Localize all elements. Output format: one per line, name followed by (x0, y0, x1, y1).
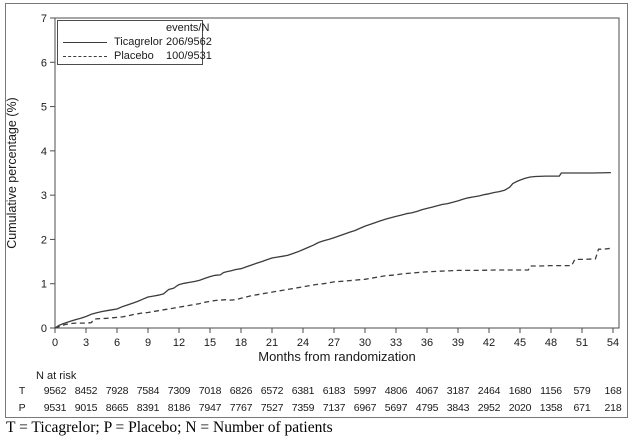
risk-row-label: P (18, 402, 26, 414)
figure-border (5, 3, 628, 418)
legend-label-ticagrelor: Ticagrelor (114, 36, 163, 48)
risk-count: 7018 (198, 385, 222, 397)
risk-row-t: T 9562 8452 7928 7584 7309 7018 6826 6572 6381 618… (0, 385, 631, 398)
footnote: T = Ticagrelor; P = Placebo; N = Number … (6, 419, 333, 436)
risk-count: 6967 (353, 402, 377, 414)
y-tick-label: 6 (41, 57, 47, 69)
x-tick-label: 21 (266, 337, 278, 349)
risk-count: 6826 (229, 385, 253, 397)
x-tick-label: 45 (514, 337, 526, 349)
risk-count: 7947 (198, 402, 222, 414)
x-tick-label: 27 (328, 337, 340, 349)
risk-count: 8452 (74, 385, 98, 397)
risk-count: 579 (573, 385, 591, 397)
axis-ticks (50, 17, 614, 333)
risk-count: 2020 (508, 402, 532, 414)
legend-value-placebo: 100/9531 (166, 50, 212, 62)
x-tick-label: 9 (145, 337, 151, 349)
x-tick-label: 54 (607, 337, 619, 349)
risk-count: 2464 (477, 385, 501, 397)
risk-count: 5697 (384, 402, 408, 414)
ticagrelor-curve (54, 171, 611, 329)
risk-count: 671 (573, 402, 591, 414)
x-tick-label: 42 (483, 337, 495, 349)
risk-count: 9562 (43, 385, 67, 397)
x-tick-label: 39 (452, 337, 464, 349)
y-tick-label: 3 (41, 190, 47, 202)
legend-row-ticagrelor: Ticagrelor 206/9562 (58, 36, 212, 50)
risk-count: 168 (604, 385, 622, 397)
legend-header-row: events/N (58, 22, 209, 36)
risk-count: 7527 (260, 402, 284, 414)
risk-count: 1358 (539, 402, 563, 414)
risk-count: 6381 (291, 385, 315, 397)
x-tick-label: 18 (235, 337, 247, 349)
x-tick-label: 24 (297, 337, 309, 349)
risk-count: 7137 (322, 402, 346, 414)
y-tick-label: 7 (41, 13, 47, 25)
risk-table-title: N at risk (36, 370, 77, 382)
risk-count: 6183 (322, 385, 346, 397)
survival-curves (54, 171, 611, 329)
risk-count: 218 (604, 402, 622, 414)
risk-count: 4806 (384, 385, 408, 397)
risk-count: 7584 (136, 385, 160, 397)
y-tick-label: 0 (41, 323, 47, 335)
risk-count: 7309 (167, 385, 191, 397)
y-axis-title: Cumulative percentage (%) (5, 97, 19, 248)
y-tick-label: 1 (41, 279, 47, 291)
x-tick-label: 33 (390, 337, 402, 349)
x-tick-label: 51 (576, 337, 588, 349)
dashed-line-sample-icon (63, 56, 107, 57)
risk-row-label: T (18, 385, 26, 397)
risk-count: 9015 (74, 402, 98, 414)
risk-count: 4795 (415, 402, 439, 414)
plot-frame (54, 17, 620, 329)
x-tick-label: 6 (114, 337, 120, 349)
risk-count: 1156 (540, 385, 562, 397)
risk-count: 8391 (136, 402, 160, 414)
plot-frame-rect (54, 17, 620, 329)
placebo-curve (54, 247, 611, 329)
risk-count: 8665 (105, 402, 129, 414)
risk-row-p: P 9531 9015 8665 8391 8186 7947 7767 7527 7359 713… (0, 402, 631, 415)
x-axis-title: Months from randomization (258, 349, 416, 364)
x-tick-label: 36 (421, 337, 433, 349)
risk-count: 9531 (43, 402, 67, 414)
solid-line-sample-icon (63, 42, 107, 43)
risk-count: 4067 (415, 385, 439, 397)
y-tick-label: 2 (41, 234, 47, 246)
risk-count: 1680 (508, 385, 532, 397)
legend-value-ticagrelor: 206/9562 (166, 36, 212, 48)
legend-box: events/N Ticagrelor 206/9562 Placebo 100… (57, 20, 212, 65)
risk-count: 2952 (477, 402, 501, 414)
risk-count: 7359 (291, 402, 315, 414)
legend-header-events-n: events/N (166, 22, 210, 34)
x-tick-label: 30 (359, 337, 371, 349)
y-tick-label: 5 (41, 102, 47, 114)
risk-count: 8186 (167, 402, 191, 414)
risk-count: 7928 (105, 385, 129, 397)
risk-count: 6572 (260, 385, 284, 397)
x-tick-label: 3 (83, 337, 89, 349)
legend-label-placebo: Placebo (114, 50, 154, 62)
y-tick-label: 4 (41, 146, 47, 158)
risk-count: 5997 (353, 385, 377, 397)
x-tick-label: 48 (545, 337, 557, 349)
x-tick-label: 0 (52, 337, 58, 349)
x-tick-label: 12 (173, 337, 185, 349)
risk-count: 3843 (446, 402, 470, 414)
risk-count: 7767 (229, 402, 253, 414)
risk-count: 3187 (446, 385, 470, 397)
x-tick-label: 15 (204, 337, 216, 349)
legend-row-placebo: Placebo 100/9531 (58, 50, 212, 64)
